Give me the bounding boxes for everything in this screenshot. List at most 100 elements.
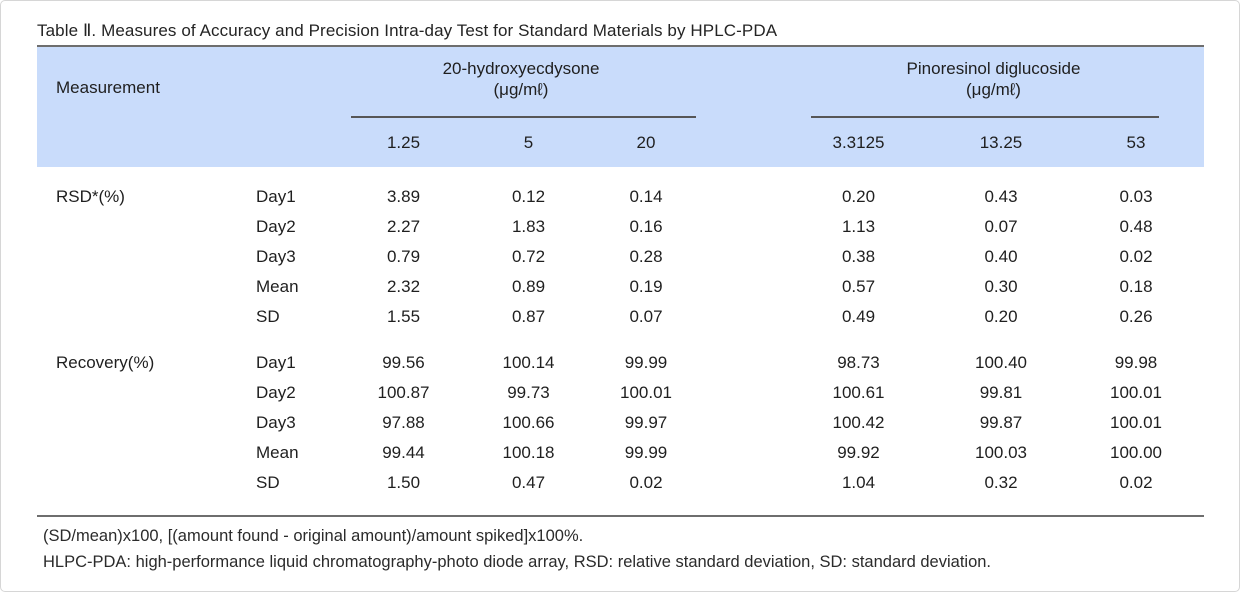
cell: 100.87	[377, 383, 430, 402]
section-recovery: Recovery(%) Day1 99.56 100.14 99.99 98.7…	[37, 348, 1204, 498]
cell: 99.92	[837, 443, 880, 462]
cell: 99.98	[1114, 353, 1158, 372]
section-label: RSD*(%)	[56, 187, 125, 206]
group-name: 20-hydroxyecdysone	[442, 59, 600, 78]
row-label: Day1	[256, 353, 296, 372]
table-row: SD 1.55 0.87 0.07 0.49 0.20 0.26	[37, 302, 1204, 332]
row-label: Day3	[256, 247, 296, 266]
row-label: SD	[256, 307, 280, 326]
table-row: Day2 2.27 1.83 0.16 1.13 0.07 0.48	[37, 212, 1204, 242]
table-row: RSD*(%) Day1 3.89 0.12 0.14 0.20 0.43 0.…	[37, 182, 1204, 212]
cell: 0.20	[841, 187, 876, 206]
cell: 99.44	[382, 443, 425, 462]
table-row: Mean 99.44 100.18 99.99 99.92 100.03 100…	[37, 438, 1204, 468]
cell: 0.14	[629, 187, 663, 206]
cell: 0.40	[984, 247, 1018, 266]
cell: 99.97	[624, 413, 668, 432]
cell: 0.72	[511, 247, 546, 266]
cell: 100.01	[1110, 383, 1162, 402]
section-rsd: RSD*(%) Day1 3.89 0.12 0.14 0.20 0.43 0.…	[37, 182, 1204, 332]
cell: 0.02	[1119, 247, 1153, 266]
column-header-measurement: Measurement	[56, 77, 160, 97]
row-label: Day3	[256, 413, 296, 432]
cell: 0.20	[984, 307, 1018, 326]
cell: 0.07	[629, 307, 663, 326]
group2-underline	[811, 116, 1159, 118]
group-header-20-hydroxyecdysone: 20-hydroxyecdysone (μg/mℓ)	[346, 47, 696, 116]
cell: 0.03	[1119, 187, 1153, 206]
cell: 1.04	[841, 473, 876, 492]
cell: 97.88	[382, 413, 425, 432]
group-header-pinoresinol-diglucoside: Pinoresinol diglucoside (μg/mℓ)	[806, 47, 1181, 116]
group1-underline	[351, 116, 696, 118]
table-row: Mean 2.32 0.89 0.19 0.57 0.30 0.18	[37, 272, 1204, 302]
section-label: Recovery(%)	[56, 353, 155, 372]
conc-header: 20	[636, 132, 656, 152]
table-row: Day3 0.79 0.72 0.28 0.38 0.40 0.02	[37, 242, 1204, 272]
cell: 0.49	[841, 307, 876, 326]
cell: 2.27	[386, 217, 421, 236]
group-unit: (μg/mℓ)	[493, 80, 549, 99]
cell: 99.99	[624, 443, 668, 462]
row-label: Mean	[256, 277, 299, 296]
cell: 0.12	[511, 187, 546, 206]
cell: 0.89	[511, 277, 546, 296]
group-name: Pinoresinol diglucoside	[906, 59, 1081, 78]
cell: 0.38	[841, 247, 876, 266]
table-header: Measurement 20-hydroxyecdysone (μg/mℓ) P…	[37, 47, 1204, 167]
cell: 100.42	[832, 413, 885, 432]
cell: 0.26	[1119, 307, 1153, 326]
conc-header: 1.25	[386, 132, 421, 152]
conc-header: 53	[1126, 132, 1146, 152]
cell: 0.18	[1119, 277, 1153, 296]
bottom-rule	[37, 515, 1204, 517]
cell: 0.02	[629, 473, 663, 492]
cell: 0.28	[629, 247, 663, 266]
cell: 0.30	[984, 277, 1018, 296]
cell: 0.57	[841, 277, 876, 296]
cell: 99.81	[979, 383, 1023, 402]
cell: 0.47	[511, 473, 546, 492]
cell: 100.01	[1110, 413, 1162, 432]
row-label: SD	[256, 473, 280, 492]
footnotes: (SD/mean)x100, [(amount found - original…	[37, 517, 1204, 575]
cell: 1.50	[386, 473, 421, 492]
cell: 99.56	[382, 353, 425, 372]
cell: 1.83	[511, 217, 546, 236]
cell: 3.89	[386, 187, 421, 206]
cell: 0.48	[1119, 217, 1153, 236]
table-row: Day2 100.87 99.73 100.01 100.61 99.81 10…	[37, 378, 1204, 408]
conc-header: 3.3125	[832, 132, 885, 152]
cell: 2.32	[386, 277, 421, 296]
cell: 100.40	[975, 353, 1027, 372]
row-label: Day1	[256, 187, 296, 206]
cell: 100.66	[502, 413, 555, 432]
cell: 99.87	[979, 413, 1023, 432]
cell: 100.00	[1110, 443, 1162, 462]
cell: 100.14	[502, 353, 555, 372]
cell: 100.61	[832, 383, 885, 402]
cell: 100.03	[975, 443, 1027, 462]
cell: 0.43	[984, 187, 1018, 206]
conc-header: 5	[523, 132, 534, 152]
cell: 0.32	[984, 473, 1018, 492]
cell: 99.73	[507, 383, 550, 402]
footnote-abbreviations: HLPC-PDA: high-performance liquid chroma…	[43, 553, 992, 571]
row-label: Day2	[256, 217, 296, 236]
table-row: SD 1.50 0.47 0.02 1.04 0.32 0.02	[37, 468, 1204, 498]
cell: 1.55	[386, 307, 421, 326]
group-unit: (μg/mℓ)	[966, 80, 1021, 99]
cell: 0.07	[984, 217, 1018, 236]
row-label: Mean	[256, 443, 299, 462]
cell: 1.13	[841, 217, 876, 236]
cell: 0.16	[629, 217, 663, 236]
table-row: Day3 97.88 100.66 99.97 100.42 99.87 100…	[37, 408, 1204, 438]
cell: 0.19	[629, 277, 663, 296]
cell: 0.02	[1119, 473, 1153, 492]
conc-header: 13.25	[979, 132, 1023, 152]
table-row: Recovery(%) Day1 99.56 100.14 99.99 98.7…	[37, 348, 1204, 378]
footnote-formula: (SD/mean)x100, [(amount found - original…	[43, 527, 584, 545]
cell: 0.87	[511, 307, 546, 326]
row-label: Day2	[256, 383, 296, 402]
